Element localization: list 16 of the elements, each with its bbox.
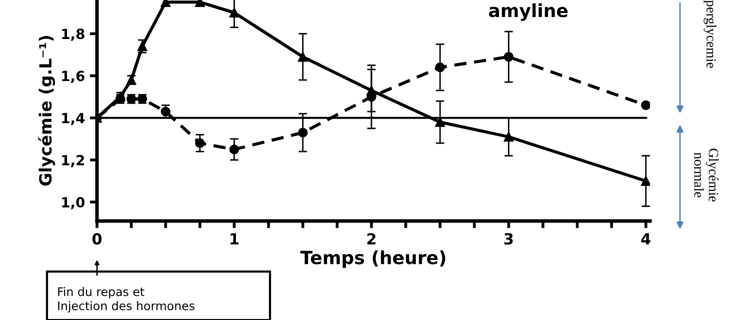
text: Glycémie normale [694, 148, 719, 202]
text: perglycemie [704, 0, 716, 68]
x-tick-label: 1 [230, 233, 238, 244]
x-tick-label: 0 [92, 233, 102, 245]
y-axis-title: Glycémie (g.L⁻¹) [38, 36, 56, 186]
y-tick-label: 1,0 [62, 197, 85, 210]
x-tick-label: 2 [367, 233, 376, 244]
y-tick-label: 1,4 [62, 113, 85, 126]
annotation: amyline [488, 3, 568, 21]
y-tick-label: 1,8 [62, 28, 84, 41]
x-tick-label: 3 [504, 233, 513, 245]
y-tick-label: 1,2 [62, 154, 84, 168]
x-axis-title: Temps (heure) [300, 250, 446, 268]
y-tick-label: 1,6 [62, 70, 84, 84]
text: Fin du repas et Injection des hormones [58, 287, 194, 313]
x-tick-label: 4 [641, 233, 650, 244]
